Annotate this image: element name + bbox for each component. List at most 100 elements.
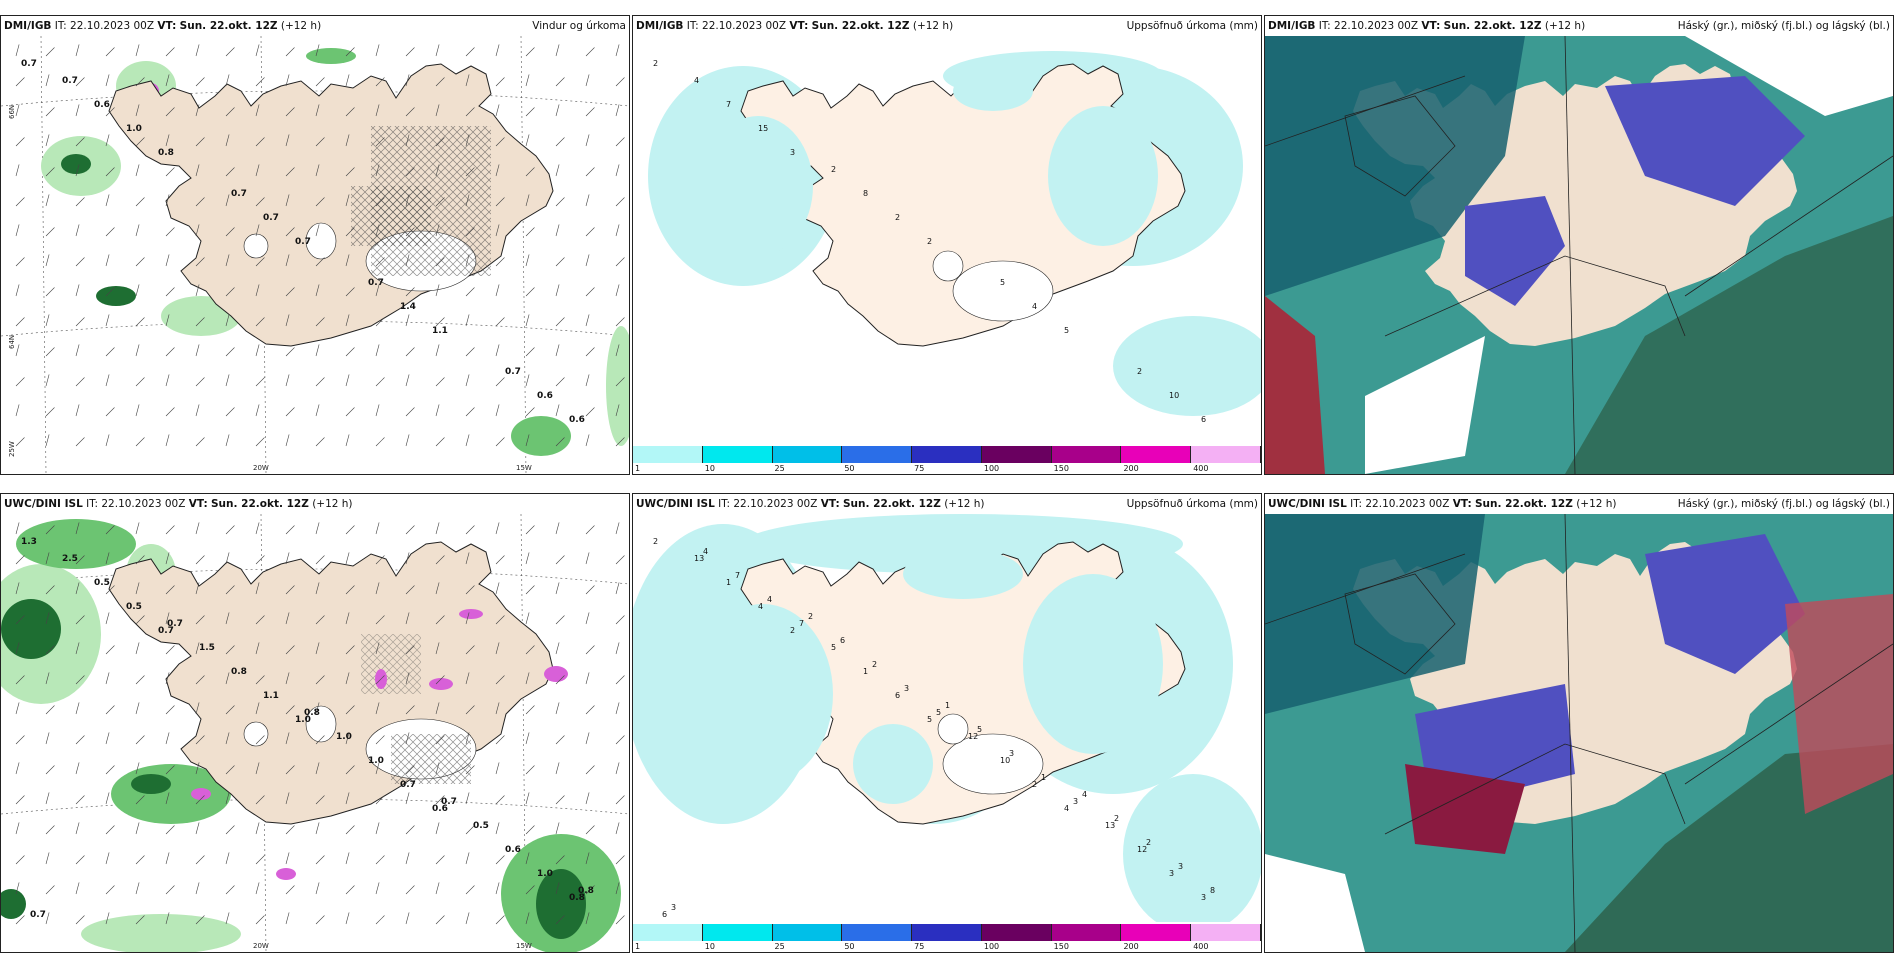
wind-barb <box>15 762 20 775</box>
lon-label-15w: 15W <box>516 464 532 472</box>
wind-barb <box>45 645 55 655</box>
wind-barb <box>585 612 590 625</box>
wind-barb <box>75 377 85 387</box>
model-name: UWC/DINI ISL <box>4 498 83 510</box>
wind-barb <box>195 377 205 387</box>
colorbar-label: 10 <box>704 942 715 951</box>
wind-barb <box>405 254 410 267</box>
wind-barb <box>315 44 320 57</box>
cloud-map <box>1265 514 1893 952</box>
wind-barb <box>225 765 235 775</box>
wind-barb <box>345 765 355 775</box>
wind-barb <box>45 732 50 745</box>
wind-barb <box>135 702 140 715</box>
wind-barb <box>285 912 290 925</box>
wind-barb <box>495 104 500 117</box>
wind-barb <box>375 164 380 177</box>
wind-barb <box>135 437 145 447</box>
wind-barb <box>615 44 620 57</box>
wind-barb <box>405 434 410 447</box>
wind-barb <box>105 74 110 87</box>
wind-barb <box>585 134 590 147</box>
wind-barb <box>615 284 620 297</box>
wind-barb <box>255 915 265 925</box>
wind-barb <box>225 374 230 387</box>
wind-barb <box>75 642 80 655</box>
wind-barb <box>45 825 55 835</box>
map-value-label: 5 <box>927 715 932 724</box>
wind-barb <box>105 612 110 625</box>
wind-barb <box>75 257 85 267</box>
wind-barb <box>495 44 500 57</box>
colorbar-label: 150 <box>1053 942 1069 951</box>
panel-title: Vindur og úrkoma <box>532 20 626 32</box>
colorbar-label: 25 <box>774 464 785 473</box>
wind-barb <box>525 825 535 835</box>
wind-barb <box>15 855 25 865</box>
wind-barb <box>405 167 415 177</box>
wind-barb <box>135 284 140 297</box>
wind-barb <box>315 615 325 625</box>
wind-barb <box>285 792 290 805</box>
wind-barb <box>585 705 595 715</box>
map-value-label: 5 <box>1064 326 1069 335</box>
wind-barbs <box>15 522 625 925</box>
map-value-label: 0.6 <box>432 804 448 814</box>
wind-barb <box>495 615 505 625</box>
wind-barb <box>285 134 290 147</box>
wind-barb <box>525 47 535 57</box>
wind-barb <box>345 852 350 865</box>
wind-barb <box>375 104 380 117</box>
wind-barb <box>195 642 200 655</box>
wind-barb <box>195 702 200 715</box>
lon-label-15w: 15W <box>516 942 532 950</box>
panel-header: DMI/IGB IT: 22.10.2023 00Z VT: Sun. 22.o… <box>633 16 1261 36</box>
init-time: 22.10.2023 00Z <box>702 20 787 32</box>
wind-barb <box>555 702 560 715</box>
colorbar-label: 75 <box>914 464 925 473</box>
wind-barb <box>225 134 230 147</box>
wind-barb <box>525 134 530 147</box>
accum-precip-map: 2254346231110121351213675384313723246523… <box>633 514 1261 934</box>
map-value-label: 0.8 <box>569 893 585 903</box>
wind-barb <box>315 197 325 207</box>
wind-barb <box>195 582 200 595</box>
wind-barb <box>495 915 505 925</box>
wind-barb <box>135 735 145 745</box>
map-value-label: 2.5 <box>62 554 78 564</box>
wind-barb <box>255 855 265 865</box>
wind-barb <box>555 377 565 387</box>
map-value-label: 2 <box>1146 838 1151 847</box>
wind-barb <box>495 882 500 895</box>
wind-barb <box>525 765 535 775</box>
wind-barb <box>15 822 20 835</box>
wind-barb <box>615 702 620 715</box>
wind-barb <box>75 77 85 87</box>
wind-barb <box>495 224 500 237</box>
valid-time: Sun. 22.okt. 12Z <box>843 498 941 510</box>
colorbar-swatch <box>633 924 703 941</box>
map-value-label: 5 <box>831 643 836 652</box>
wind-barb <box>585 885 595 895</box>
wind-barb <box>345 74 350 87</box>
wind-barb <box>555 855 565 865</box>
wind-barb <box>465 732 470 745</box>
map-value-label: 3 <box>1073 797 1078 806</box>
wind-barb <box>255 582 260 595</box>
map-value-label: 2 <box>831 165 836 174</box>
wind-barb <box>255 437 265 447</box>
wind-barb <box>285 585 295 595</box>
wind-barb <box>225 525 235 535</box>
wind-barb <box>555 404 560 417</box>
wind-barb <box>345 407 355 417</box>
map-value-label: 2 <box>1114 814 1119 823</box>
wind-barb <box>165 254 170 267</box>
wind-barb <box>375 284 380 297</box>
lat-label-64n: 64N <box>8 335 16 349</box>
init-time: 22.10.2023 00Z <box>1365 498 1450 510</box>
wind-barb <box>405 227 415 237</box>
wind-barb <box>345 47 355 57</box>
wind-barb <box>15 344 20 357</box>
map-value-label: 0.7 <box>231 189 247 199</box>
wind-barb <box>465 227 475 237</box>
